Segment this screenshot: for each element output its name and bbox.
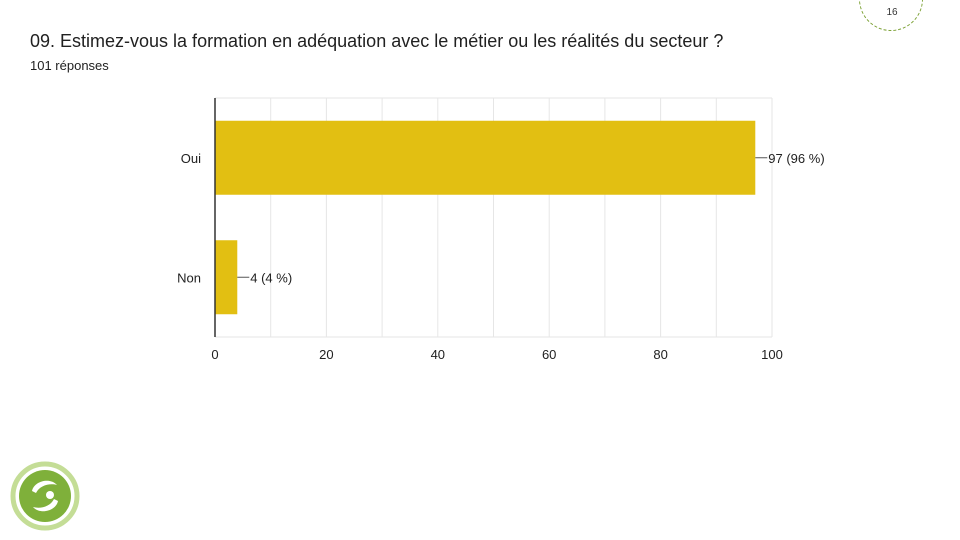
x-tick-label: 40 [431, 347, 445, 362]
category-label: Non [177, 270, 201, 285]
x-tick-label: 100 [761, 347, 783, 362]
data-label: 4 (4 %) [250, 270, 292, 285]
response-count: 101 réponses [30, 58, 109, 73]
bar-non [215, 240, 238, 315]
bar-oui [215, 120, 756, 195]
data-label: 97 (96 %) [768, 151, 824, 166]
organization-logo-icon [10, 461, 80, 531]
question-title: 09. Estimez-vous la formation en adéquat… [30, 31, 724, 51]
x-tick-label: 60 [542, 347, 556, 362]
category-label: Oui [181, 151, 201, 166]
page-number: 16 [886, 7, 898, 18]
x-tick-label: 80 [653, 347, 667, 362]
x-tick-label: 20 [319, 347, 333, 362]
x-tick-label: 0 [211, 347, 218, 362]
